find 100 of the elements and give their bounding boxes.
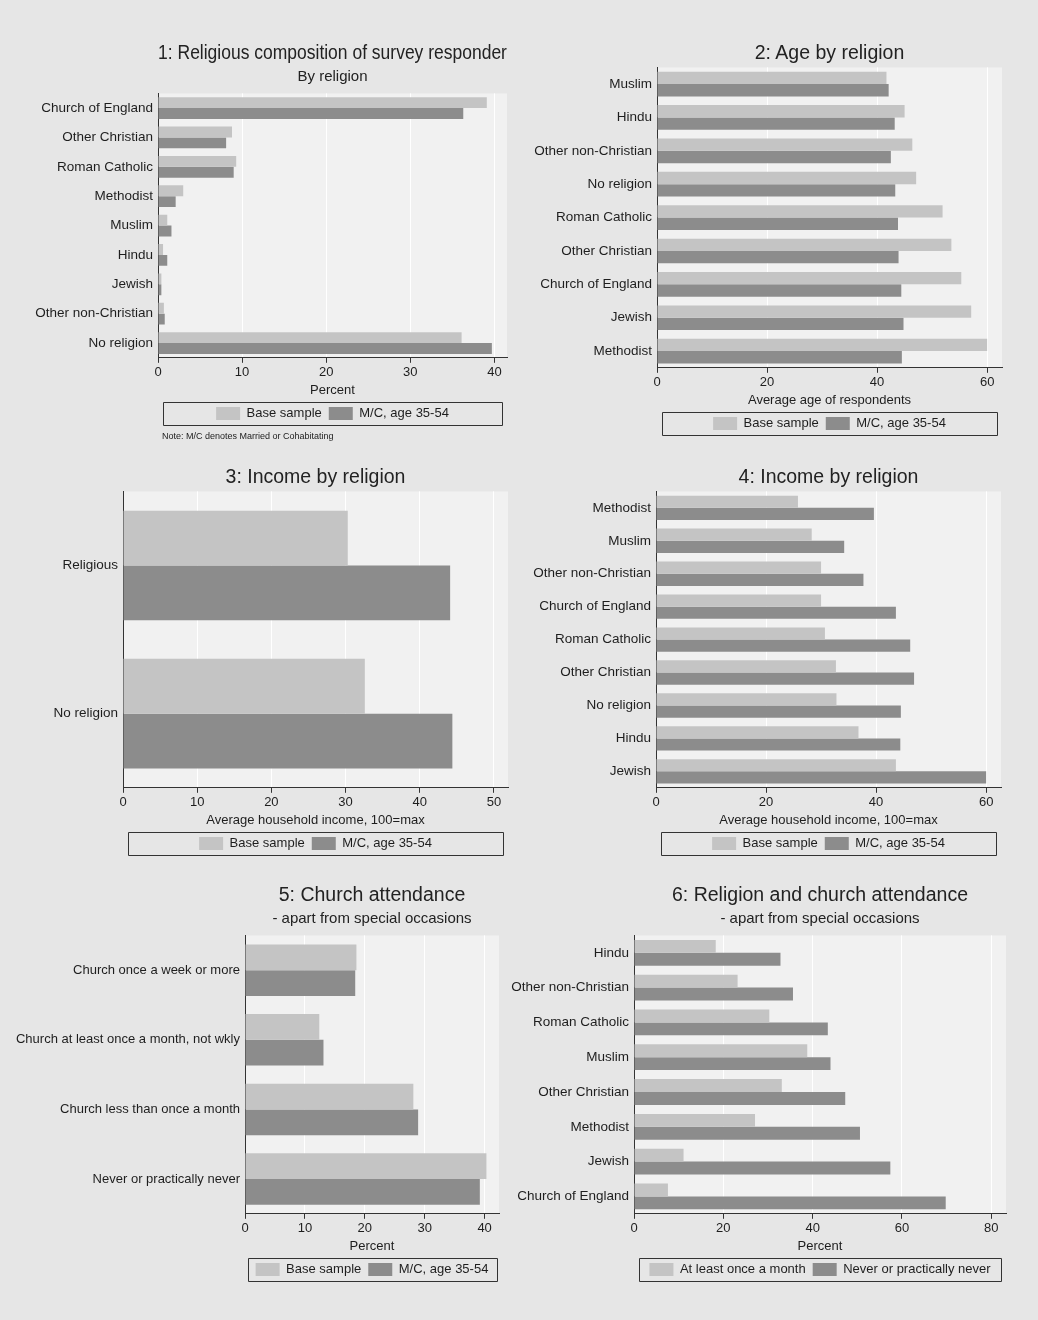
x-axis-title: Percent: [797, 1237, 843, 1253]
x-tick-label: 30: [417, 1220, 432, 1236]
y-tick-label: No religion: [587, 175, 652, 191]
x-tick-label: 60: [894, 1220, 910, 1236]
legend-label: Never or practically never: [843, 1261, 992, 1277]
chart-title: 4: Income by religion: [738, 465, 919, 488]
bar: [158, 254, 168, 266]
x-tick-label: 20: [357, 1220, 373, 1236]
x-tick-label: 0: [652, 794, 660, 810]
x-tick-label: 20: [318, 364, 334, 380]
bar: [656, 540, 845, 553]
y-tick-label: Other Christian: [62, 129, 153, 145]
bar: [158, 214, 168, 226]
x-tick-label: 20: [716, 1220, 731, 1236]
bar: [657, 205, 943, 218]
bar: [158, 302, 164, 314]
bar: [158, 244, 164, 255]
bar: [657, 351, 902, 364]
bar: [158, 332, 462, 344]
bar: [656, 561, 822, 574]
x-tick-label: 0: [241, 1220, 249, 1236]
y-tick-label: Roman Catholic: [555, 209, 653, 225]
y-tick-label: Hindu: [615, 730, 651, 746]
y-tick-label: Roman Catholic: [532, 1014, 630, 1030]
bar: [657, 138, 913, 151]
bar: [158, 313, 165, 325]
legend-label: M/C, age 35-54: [855, 835, 945, 851]
legend-label: Base sample: [286, 1261, 362, 1277]
x-tick-label: 30: [338, 794, 353, 810]
bar: [123, 565, 451, 621]
y-tick-label: Muslim: [586, 1048, 629, 1064]
x-tick-label: 40: [868, 794, 884, 810]
bar: [656, 672, 915, 685]
x-tick-label: 20: [264, 794, 279, 810]
y-tick-label: Methodist: [94, 187, 154, 203]
legend-label: Base sample: [229, 835, 305, 851]
y-tick-label: Church of England: [517, 1188, 629, 1204]
x-tick-label: 60: [978, 794, 994, 810]
bar: [634, 987, 793, 1001]
chart-title: 6: Religion and church attendance: [672, 883, 968, 906]
y-tick-label: Other non-Christian: [511, 979, 629, 995]
legend-label: M/C, age 35-54: [359, 405, 449, 421]
bar: [245, 1083, 414, 1110]
bar: [656, 639, 911, 652]
x-axis-title: Percent: [310, 381, 356, 397]
bar: [123, 713, 453, 769]
bar: [656, 726, 859, 739]
y-tick-label: Church once a week or more: [73, 961, 240, 977]
bar: [158, 155, 237, 167]
y-tick-label: Hindu: [616, 109, 652, 125]
x-tick-label: 0: [154, 364, 162, 380]
bar: [657, 117, 895, 130]
y-tick-label: Other non-Christian: [534, 142, 652, 158]
bar: [656, 627, 825, 640]
bar: [634, 1079, 782, 1092]
bar: [657, 238, 952, 251]
chart-subtitle: By religion: [297, 66, 368, 84]
y-tick-label: Church at least once a month, not wkly: [15, 1031, 241, 1047]
bar: [656, 759, 896, 772]
legend-label: Base sample: [743, 415, 819, 431]
bar: [245, 1153, 487, 1179]
y-tick-label: No religion: [88, 334, 153, 350]
y-tick-label: Never or practically never: [92, 1170, 241, 1186]
y-tick-label: Other non-Christian: [35, 305, 153, 321]
bar: [158, 196, 176, 208]
bar: [158, 97, 487, 109]
bar: [158, 185, 184, 197]
x-axis-title: Average household income, 100=max: [206, 811, 426, 827]
bar: [657, 184, 896, 197]
bar: [123, 510, 348, 566]
y-tick-label: Hindu: [593, 944, 629, 960]
x-tick-label: 80: [984, 1220, 999, 1236]
y-tick-label: Methodist: [592, 499, 652, 515]
y-tick-label: Church of England: [540, 276, 652, 292]
bar: [245, 970, 356, 996]
bar: [245, 1109, 419, 1136]
bar: [657, 217, 899, 230]
bar: [657, 71, 887, 85]
x-tick-label: 20: [758, 794, 774, 810]
bar: [634, 952, 781, 966]
bar: [657, 272, 962, 285]
y-tick-label: Methodist: [593, 342, 653, 358]
bar: [656, 594, 822, 607]
chart-title: 5: Church attendance: [278, 883, 466, 906]
y-tick-label: Methodist: [570, 1118, 630, 1134]
legend-label: M/C, age 35-54: [856, 415, 946, 431]
x-tick-label: 40: [412, 794, 427, 810]
chart-subtitle: - apart from special occasions: [272, 908, 472, 926]
y-tick-label: Muslim: [609, 75, 652, 91]
bar: [657, 105, 905, 118]
y-tick-label: Jewish: [111, 276, 153, 292]
x-tick-label: 20: [759, 374, 775, 390]
bar: [245, 1179, 480, 1205]
bar: [634, 1126, 860, 1140]
legend-label: Base sample: [246, 405, 322, 421]
bar: [158, 343, 492, 354]
y-tick-label: Other non-Christian: [533, 565, 651, 581]
x-tick-label: 40: [477, 1220, 492, 1236]
bar: [657, 305, 972, 318]
legend-label: Base sample: [742, 835, 818, 851]
